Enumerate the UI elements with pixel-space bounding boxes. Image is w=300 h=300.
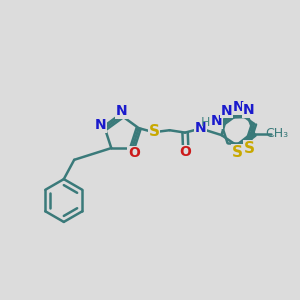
Text: N: N xyxy=(242,103,254,117)
Text: N: N xyxy=(195,122,206,135)
Text: N: N xyxy=(232,100,244,115)
Text: N: N xyxy=(211,114,223,128)
Text: CH₃: CH₃ xyxy=(266,127,289,140)
Text: N: N xyxy=(116,104,128,118)
Text: S: S xyxy=(149,124,160,139)
Text: N: N xyxy=(220,103,232,118)
Text: S: S xyxy=(244,141,255,156)
Text: O: O xyxy=(128,146,140,161)
Text: S: S xyxy=(232,145,243,160)
Text: H: H xyxy=(201,116,211,129)
Text: N: N xyxy=(94,118,106,132)
Text: O: O xyxy=(180,145,192,159)
